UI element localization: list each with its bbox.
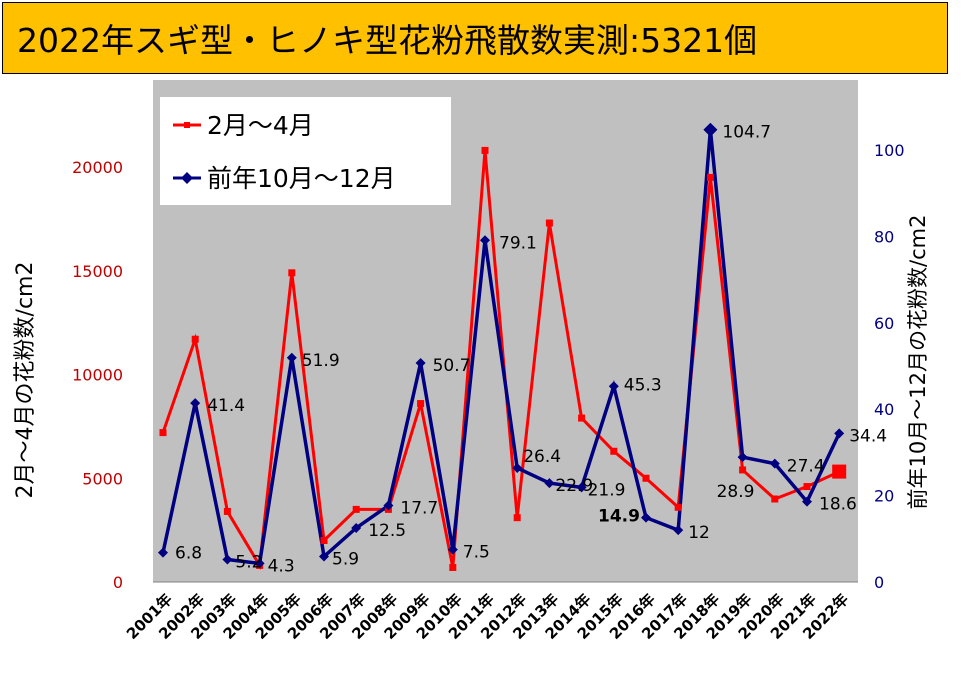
data-label-navy: 14.9 xyxy=(598,507,640,527)
data-point-navy xyxy=(415,357,426,368)
data-point-red xyxy=(545,219,553,227)
data-label-navy: 45.3 xyxy=(624,375,662,395)
data-label-navy: 12.5 xyxy=(368,521,406,541)
y-right-tick-label: 60 xyxy=(874,314,894,333)
data-label-navy: 17.7 xyxy=(400,499,438,519)
legend-label-red: 2月～4月 xyxy=(207,111,314,140)
data-point-red xyxy=(803,483,811,491)
data-point-navy xyxy=(737,452,748,463)
y-axis-right-title: 前年10月～12月の花粉数/cm2 xyxy=(906,215,930,510)
data-point-red xyxy=(739,466,747,474)
data-point-red xyxy=(832,464,847,479)
data-point-navy xyxy=(512,462,523,473)
data-point-navy xyxy=(319,551,329,562)
data-point-red xyxy=(674,503,682,511)
y-left-tick-label: 10000 xyxy=(72,366,123,385)
data-label-navy: 50.7 xyxy=(433,356,471,376)
data-point-navy xyxy=(158,547,168,558)
y-left-tick-label: 0 xyxy=(113,573,123,592)
chart-title-bar: 2022年スギ型・ヒノキ型花粉飛散数実測:5321個 xyxy=(2,2,948,74)
y-right-tick-label: 100 xyxy=(874,141,905,160)
y-left-tick-label: 5000 xyxy=(82,469,123,488)
data-label-navy: 5.2 xyxy=(235,553,262,573)
data-point-red xyxy=(513,514,521,522)
data-point-navy xyxy=(576,482,587,493)
data-point-navy xyxy=(834,428,845,439)
data-label-navy: 21.9 xyxy=(588,480,626,500)
data-point-red xyxy=(223,507,231,515)
data-point-navy xyxy=(383,500,394,511)
y-axis-left-title: 2月～4月の花粉数/cm2 xyxy=(13,262,38,499)
data-point-navy xyxy=(447,544,458,555)
data-point-navy xyxy=(480,235,490,246)
y-left-tick-label: 15000 xyxy=(72,262,123,281)
legend-marker-red xyxy=(184,122,190,128)
y-right-tick-label: 0 xyxy=(874,573,884,592)
data-point-red xyxy=(449,563,457,571)
series-line-red xyxy=(161,150,840,571)
data-point-navy xyxy=(769,458,780,469)
data-label-navy: 27.4 xyxy=(787,457,825,477)
data-label-navy: 7.5 xyxy=(463,543,490,563)
data-label-navy: 5.9 xyxy=(332,550,359,570)
data-point-navy xyxy=(351,523,362,533)
y-right-tick-label: 20 xyxy=(874,487,894,506)
data-point-navy xyxy=(703,122,718,137)
data-label-navy: 26.4 xyxy=(523,447,561,467)
data-label-navy: 28.9 xyxy=(717,482,755,502)
data-label-navy: 4.3 xyxy=(268,556,295,576)
data-point-red xyxy=(191,335,199,343)
data-point-navy xyxy=(802,496,812,507)
data-point-navy xyxy=(608,381,619,392)
data-point-red xyxy=(610,447,618,455)
data-point-navy xyxy=(222,554,233,565)
data-point-red xyxy=(352,505,360,513)
data-point-navy xyxy=(286,352,297,363)
data-label-navy: 51.9 xyxy=(302,351,340,371)
data-point-red xyxy=(706,173,714,181)
data-label-navy: 6.8 xyxy=(175,544,202,564)
data-point-red xyxy=(288,269,296,277)
data-point-navy xyxy=(641,512,651,523)
data-label-navy: 22.9 xyxy=(555,476,593,496)
series-line-navy xyxy=(161,129,841,566)
data-point-red xyxy=(159,429,167,437)
y-right-tick-label: 40 xyxy=(874,400,894,419)
data-label-navy: 34.4 xyxy=(849,426,887,446)
data-point-red xyxy=(417,400,425,408)
data-label-navy: 18.6 xyxy=(819,495,857,515)
data-point-navy xyxy=(190,398,201,409)
data-point-navy xyxy=(544,478,555,489)
data-point-navy xyxy=(254,558,265,569)
y-right-tick-label: 80 xyxy=(874,227,894,246)
data-point-navy xyxy=(673,525,684,536)
data-label-navy: 41.4 xyxy=(207,396,245,416)
legend-label-navy: 前年10月～12月 xyxy=(207,164,396,193)
data-label-navy: 12 xyxy=(688,523,710,543)
data-point-red xyxy=(642,474,650,482)
data-point-red xyxy=(771,495,779,503)
data-label-navy: 79.1 xyxy=(499,233,537,253)
data-point-red xyxy=(320,537,328,544)
legend-box xyxy=(160,97,451,205)
data-point-red xyxy=(578,414,586,422)
chart-title: 2022年スギ型・ヒノキ型花粉飛散数実測:5321個 xyxy=(17,21,758,60)
data-label-navy: 104.7 xyxy=(722,123,771,143)
y-left-tick-label: 20000 xyxy=(72,158,123,177)
legend-marker-navy xyxy=(181,172,193,184)
data-point-red xyxy=(481,146,489,154)
